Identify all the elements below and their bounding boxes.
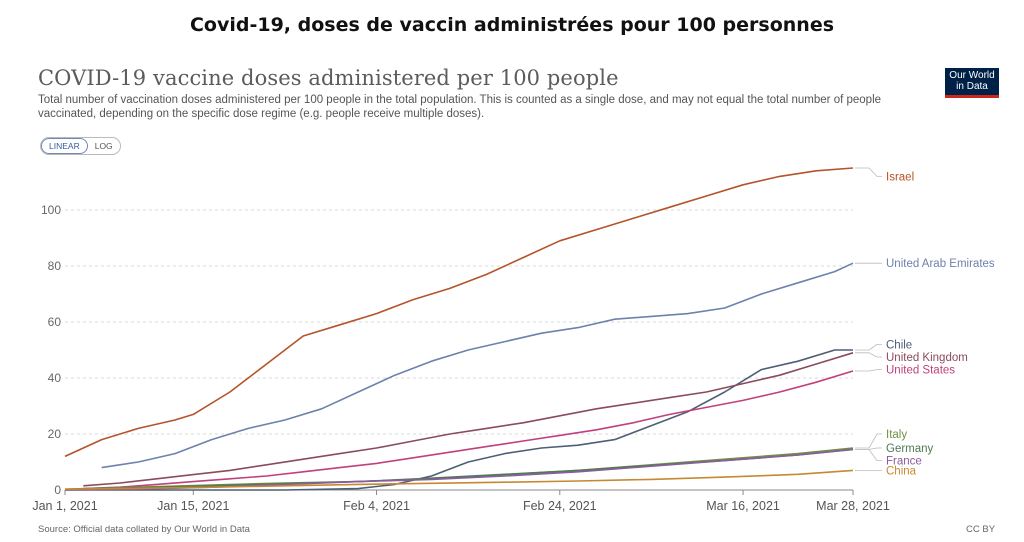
series-label-united-arab-emirates: United Arab Emirates (886, 258, 995, 270)
scale-toggle: LINEAR LOG (40, 137, 121, 155)
x-tick-label-3: Feb 24, 2021 (523, 499, 597, 513)
logo-line-1: Our World (949, 70, 995, 81)
label-connector-chile (855, 343, 882, 351)
label-connector-united-kingdom (855, 352, 882, 358)
label-connector-france (855, 448, 882, 462)
label-connector-italy (855, 433, 882, 449)
label-connector-israel (855, 167, 882, 177)
our-world-in-data-logo[interactable]: Our World in Data (945, 68, 999, 98)
x-tick-label-2: Feb 4, 2021 (343, 499, 410, 513)
series-label-china: China (886, 465, 917, 477)
linear-scale-button[interactable]: LINEAR (41, 138, 88, 154)
series-label-france: France (886, 456, 922, 468)
x-tick-label-5: Mar 28, 2021 (816, 499, 890, 513)
y-tick-label-20: 20 (48, 427, 62, 441)
series-label-israel: Israel (886, 171, 914, 183)
logo-line-2: in Data (956, 81, 988, 92)
y-tick-label-0: 0 (54, 483, 61, 497)
label-connector-united-states (855, 369, 882, 372)
series-label-united-kingdom: United Kingdom (886, 352, 968, 364)
chart-title: COVID-19 vaccine doses administered per … (38, 66, 619, 90)
series-line-united-kingdom (83, 352, 854, 487)
y-tick-label-80: 80 (48, 259, 62, 273)
series-label-chile: Chile (886, 339, 912, 351)
series-line-israel (64, 167, 854, 458)
series-label-united-states: United States (886, 365, 955, 377)
series-label-germany: Germany (886, 443, 934, 455)
chart-subtitle: Total number of vaccination doses admini… (38, 94, 882, 120)
series-line-united-arab-emirates (101, 262, 854, 469)
x-tick-label-1: Jan 15, 2021 (157, 499, 229, 513)
log-scale-button[interactable]: LOG (94, 141, 113, 151)
series-line-china (64, 469, 854, 490)
y-tick-label-40: 40 (48, 371, 62, 385)
series-line-united-states (83, 370, 854, 490)
license-label[interactable]: CC BY (966, 524, 996, 535)
banner-title: Covid-19, doses de vaccin administrées p… (189, 14, 835, 36)
x-tick-label-0: Jan 1, 2021 (32, 499, 97, 513)
x-tick-label-4: Mar 16, 2021 (706, 499, 780, 513)
series-label-italy: Italy (886, 429, 907, 441)
series-line-france (64, 448, 854, 491)
source-note: Source: Official data collated by Our Wo… (38, 524, 250, 535)
series-line-chile (65, 349, 853, 491)
y-tick-label-100: 100 (41, 203, 61, 217)
y-tick-label-60: 60 (48, 315, 62, 329)
